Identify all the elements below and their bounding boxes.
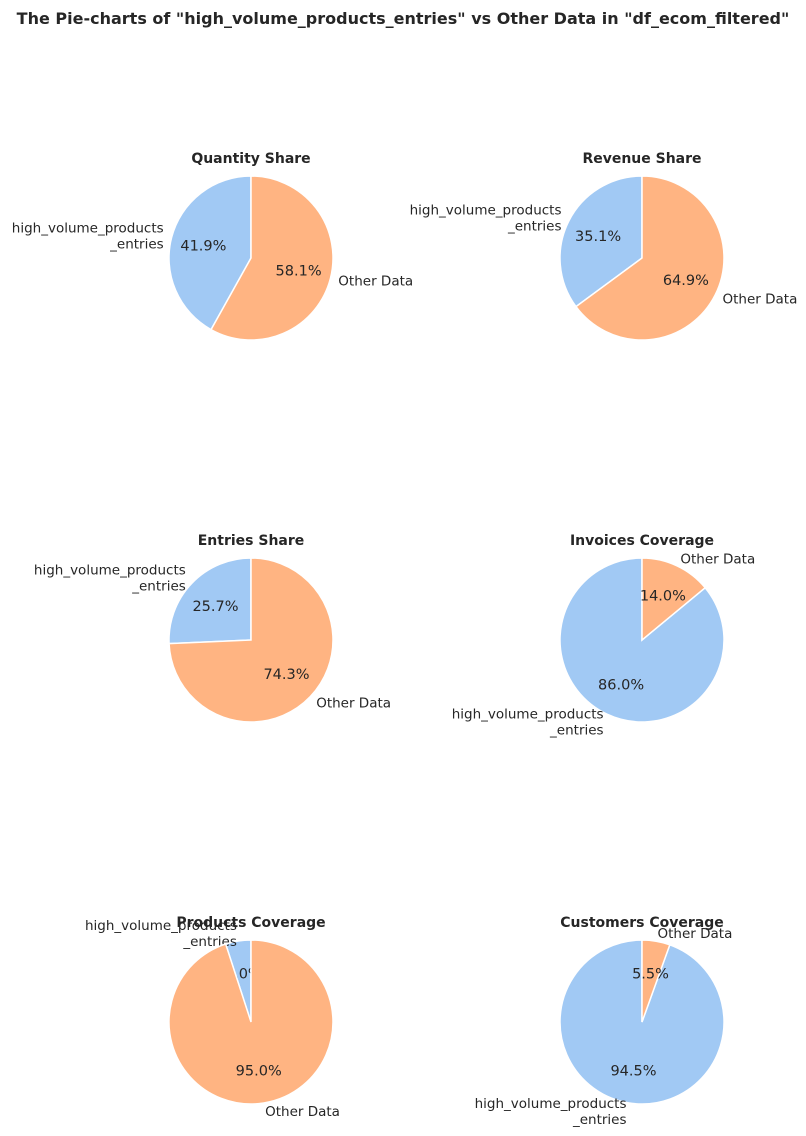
figure-title: The Pie-charts of "high_volume_products_…	[17, 9, 790, 28]
pie-slice-other-data	[641, 939, 671, 1023]
pie-chart-invoices-coverage: Invoices Coverage 86.0% high_volume_produc…	[452, 533, 756, 739]
pie-label-other-data: Other Data	[265, 1104, 340, 1120]
pie-slice-other-data	[168, 939, 334, 1105]
pie-label-other-data: Other Data	[723, 292, 798, 308]
pie-slice-other-data	[168, 557, 334, 723]
pie-slice-high-volume-products-entries	[168, 557, 252, 645]
pie-pct-label: 86.0%	[598, 678, 644, 694]
pie-label-high-volume-products-entries: high_volume_products _entries	[34, 563, 186, 595]
pie-label-high-volume-products-entries: high_volume_products _entries	[452, 707, 604, 739]
pie-chart-entries-share: Entries Share 25.7% high_volume_products _e…	[34, 533, 391, 723]
pie-label-high-volume-products-entries: high_volume_products _entries	[410, 202, 562, 234]
pie-chart-revenue-share: Revenue Share 35.1% high_volume_products _e…	[410, 151, 798, 341]
pie-label-other-data: Other Data	[680, 551, 755, 567]
pie-chart-quantity-share: Quantity Share 41.9% high_volume_products _…	[12, 151, 413, 341]
pie-pct-label: 25.7%	[192, 599, 238, 615]
pie-title: Revenue Share	[582, 151, 701, 167]
pie-label-high-volume-products-entries: high_volume_products _entries	[85, 918, 237, 950]
pie-slice-high-volume-products-entries	[168, 175, 252, 331]
pie-label-high-volume-products-entries: high_volume_products _entries	[475, 1096, 627, 1128]
pie-label-other-data: Other Data	[658, 926, 733, 942]
pie-title: Entries Share	[198, 533, 305, 549]
pie-label-high-volume-products-entries: high_volume_products _entries	[12, 220, 164, 252]
pie-chart-products-coverage: Products Coverage5.0%high_volume_product…	[85, 915, 340, 1120]
pie-chart-customers-coverage: Customers Coverage 94.5% high_volume_produ…	[475, 915, 733, 1128]
pie-pct-label: 58.1%	[276, 263, 322, 279]
pie-pct-label: 14.0%	[640, 589, 686, 605]
pie-pct-label: 5.5%	[632, 967, 669, 983]
pie-pct-label: 35.1%	[575, 229, 621, 245]
pie-label-other-data: Other Data	[316, 695, 391, 711]
pie-title: Products Coverage	[176, 915, 325, 931]
pie-label-other-data: Other Data	[338, 274, 413, 290]
pie-slice-other-data	[574, 175, 725, 341]
pie-title: Invoices Coverage	[570, 533, 714, 549]
pie-title: Customers Coverage	[560, 915, 723, 931]
pie-slice-other-data	[641, 557, 707, 642]
pie-pct-label: 74.3%	[263, 667, 309, 683]
pie-pct-label: 41.9%	[180, 239, 226, 255]
pie-slice-other-data	[210, 175, 334, 341]
pie-pct-label: 94.5%	[610, 1064, 656, 1080]
pie-pct-label: 95.0%	[236, 1064, 282, 1080]
pie-slice-high-volume-products-entries	[559, 175, 643, 308]
pie-pct-label: 64.9%	[663, 273, 709, 289]
pie-title: Quantity Share	[191, 151, 310, 167]
